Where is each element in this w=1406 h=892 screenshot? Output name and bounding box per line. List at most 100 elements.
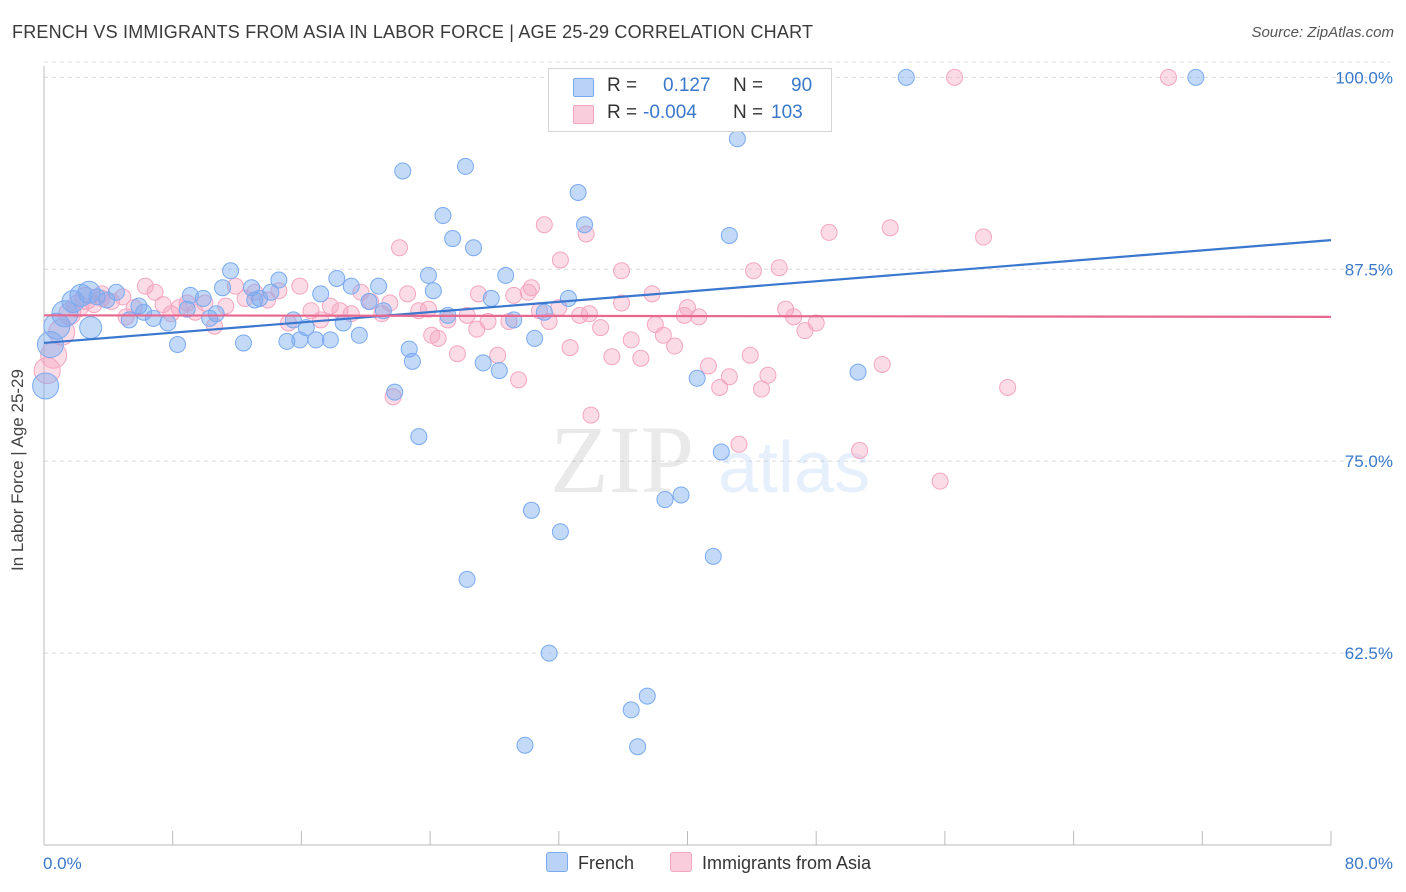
asia-point-99 xyxy=(744,262,762,280)
french-point-66 xyxy=(622,701,640,719)
french-point-37 xyxy=(360,293,378,311)
french-point-3 xyxy=(51,300,79,328)
legend-n-value-asia: 103 xyxy=(771,102,803,123)
asia-point-96 xyxy=(613,294,631,312)
asia-point-43 xyxy=(448,345,466,363)
asia-point-50 xyxy=(519,283,537,301)
french-point-45 xyxy=(394,162,412,180)
french-point-35 xyxy=(342,277,360,295)
french-point-16 xyxy=(194,289,212,307)
french-point-53 xyxy=(497,266,515,284)
french-point-29 xyxy=(297,319,315,337)
french-point-19 xyxy=(214,279,232,297)
asia-point-71 xyxy=(741,346,759,364)
asia-point-93 xyxy=(505,286,523,304)
asia-point-80 xyxy=(873,355,891,373)
asia-point-52 xyxy=(540,312,558,330)
french-point-41 xyxy=(403,352,421,370)
french-point-13 xyxy=(159,314,177,332)
asia-point-73 xyxy=(759,366,777,384)
asia-point-12 xyxy=(146,283,164,301)
bottom-legend-swatch-french xyxy=(546,852,568,872)
asia-point-81 xyxy=(881,219,899,237)
french-point-34 xyxy=(334,314,352,332)
french-point-69 xyxy=(656,491,674,509)
asia-point-97 xyxy=(646,316,664,334)
asia-point-38 xyxy=(399,285,417,303)
asia-point-37 xyxy=(391,239,409,257)
legend-n-label-asia: N = xyxy=(733,102,764,123)
asia-point-72 xyxy=(753,380,771,398)
french-point-65 xyxy=(516,736,534,754)
french-point-48 xyxy=(456,157,474,175)
french-point-33 xyxy=(328,269,346,287)
french-point-80 xyxy=(1187,68,1205,86)
asia-point-83 xyxy=(946,68,964,86)
french-point-12 xyxy=(144,309,162,327)
french-point-47 xyxy=(444,230,462,248)
legend-r-value-asia: -0.004 xyxy=(643,102,697,123)
french-point-75 xyxy=(728,130,746,148)
french-point-64 xyxy=(458,570,476,588)
french-point-25 xyxy=(270,271,288,289)
legend-swatch-french xyxy=(573,78,594,97)
watermark-atlas: atlas xyxy=(718,428,870,508)
french-point-72 xyxy=(704,547,722,565)
asia-point-89 xyxy=(535,216,553,234)
french-point-51 xyxy=(482,289,500,307)
french-point-74 xyxy=(720,226,738,244)
french-point-43 xyxy=(419,266,437,284)
asia-point-100 xyxy=(777,300,795,318)
french-point-36 xyxy=(350,326,368,344)
asia-point-70 xyxy=(730,435,748,453)
french-point-30 xyxy=(307,331,325,349)
french-point-0 xyxy=(32,372,60,400)
asia-point-61 xyxy=(632,349,650,367)
asia-point-78 xyxy=(820,223,838,241)
y-tick-label-1: 75.0% xyxy=(1345,452,1393,471)
french-point-60 xyxy=(569,184,587,201)
french-point-79 xyxy=(897,68,915,86)
asia-trend-line xyxy=(43,314,1332,318)
asia-point-27 xyxy=(291,277,309,295)
y-axis-label: In Labor Force | Age 25-29 xyxy=(8,369,27,571)
french-point-6 xyxy=(77,280,101,304)
asia-point-95 xyxy=(580,305,598,323)
trend-lines xyxy=(43,238,1332,345)
french-point-58 xyxy=(551,523,569,541)
chart-title: FRENCH VS IMMIGRANTS FROM ASIA IN LABOR … xyxy=(12,22,814,42)
asia-point-67 xyxy=(699,357,717,375)
french-point-59 xyxy=(559,289,577,307)
french-point-61 xyxy=(576,216,594,234)
french-point-70 xyxy=(672,486,690,504)
asia-point-54 xyxy=(561,339,579,357)
french-point-15 xyxy=(181,286,199,304)
watermark-zip: ZIP xyxy=(550,406,694,513)
legend-n-label-french: N = xyxy=(733,75,764,96)
asia-point-69 xyxy=(720,368,738,386)
french-point-86 xyxy=(246,291,264,309)
french-point-1 xyxy=(36,330,64,358)
asia-point-49 xyxy=(510,371,528,389)
legend-r-label-french: R = xyxy=(607,75,638,96)
source-label: Source: ZipAtlas.com xyxy=(1251,24,1394,41)
french-point-18 xyxy=(207,305,225,323)
legend-r-value-french: 0.127 xyxy=(663,75,711,96)
legend-swatch-asia xyxy=(573,105,594,124)
bottom-legend-label-asia: Immigrants from Asia xyxy=(702,853,872,873)
french-point-21 xyxy=(234,334,252,352)
french-point-9 xyxy=(107,283,125,301)
axes xyxy=(43,66,1332,846)
french-point-20 xyxy=(222,262,240,280)
french-point-14 xyxy=(169,335,187,353)
asia-point-11 xyxy=(136,277,154,295)
asia-point-91 xyxy=(423,326,441,344)
french-point-39 xyxy=(386,383,404,401)
asia-point-77 xyxy=(807,314,825,332)
french-point-32 xyxy=(321,331,339,349)
y-tick-label-3: 100.0% xyxy=(1335,68,1393,87)
asia-point-88 xyxy=(551,251,569,269)
asia-point-92 xyxy=(468,320,486,338)
french-point-50 xyxy=(474,354,492,372)
french-point-85 xyxy=(178,300,196,318)
